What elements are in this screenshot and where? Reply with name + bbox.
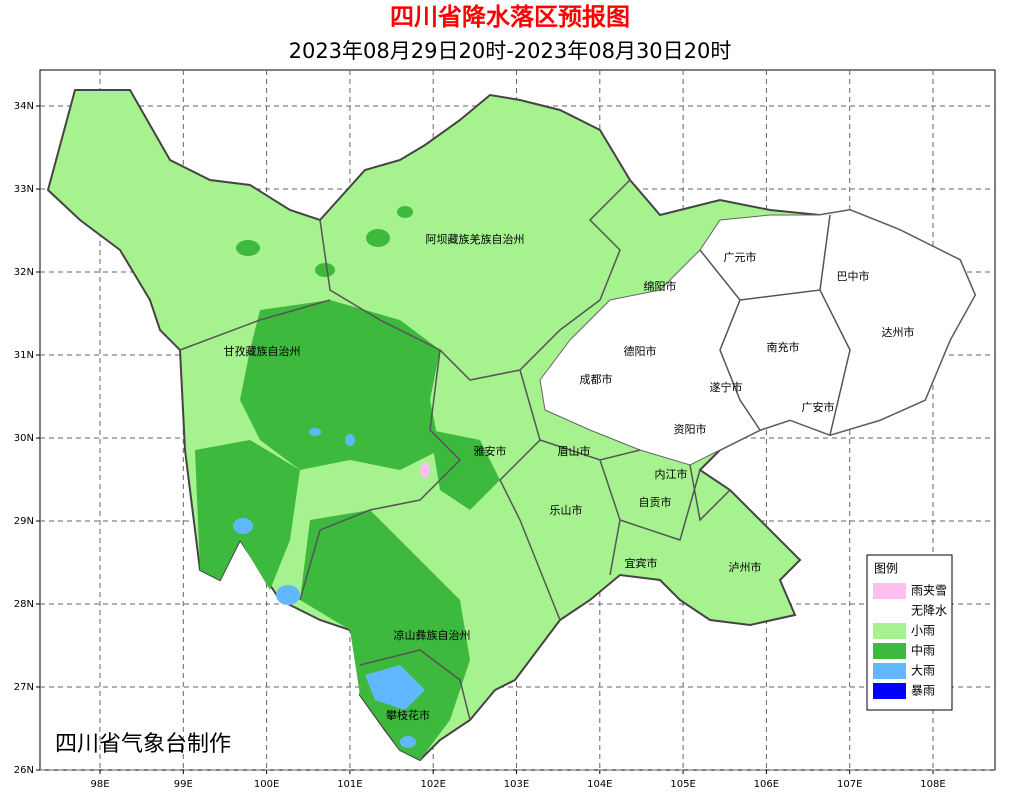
title: 四川省降水落区预报图 bbox=[390, 3, 630, 31]
region-label: 南充市 bbox=[767, 340, 800, 354]
heavy-rain bbox=[365, 665, 425, 710]
region-label: 达州市 bbox=[882, 325, 915, 339]
y-tick-label: 32N bbox=[14, 267, 34, 278]
region-labels: 阿坝藏族羌族自治州 广元市 巴中市 绵阳市 达州市 甘孜藏族自治州 德阳市 南充… bbox=[224, 232, 915, 722]
region-label: 成都市 bbox=[580, 372, 613, 386]
x-tick-label: 106E bbox=[754, 779, 779, 790]
region-label: 乐山市 bbox=[550, 503, 583, 517]
x-tick-label: 108E bbox=[920, 779, 945, 790]
heavy-rain-areas bbox=[233, 428, 425, 748]
moderate-rain-areas bbox=[195, 206, 500, 760]
legend-swatch bbox=[873, 663, 906, 679]
prefecture-borders bbox=[179, 179, 851, 721]
legend-label: 暴雨 bbox=[911, 684, 935, 698]
moderate-rain bbox=[236, 240, 260, 256]
heavy-rain bbox=[276, 585, 300, 605]
region-label: 绵阳市 bbox=[644, 279, 677, 293]
moderate-rain bbox=[300, 510, 470, 760]
subtitle: 2023年08月29日20时-2023年08月30日20时 bbox=[289, 39, 732, 63]
moderate-rain bbox=[315, 263, 335, 277]
region-label: 宜宾市 bbox=[625, 556, 658, 570]
region-label: 凉山彝族自治州 bbox=[394, 628, 471, 642]
legend-title: 图例 bbox=[874, 562, 898, 576]
legend-swatch bbox=[873, 583, 906, 599]
legend-label: 小雨 bbox=[911, 624, 935, 638]
moderate-rain bbox=[195, 440, 300, 590]
heavy-rain bbox=[233, 518, 253, 534]
y-tick-label: 33N bbox=[14, 184, 34, 195]
moderate-rain bbox=[397, 206, 413, 218]
region-label: 甘孜藏族自治州 bbox=[224, 344, 301, 358]
x-tick-label: 100E bbox=[254, 779, 279, 790]
sleet-area bbox=[420, 462, 430, 478]
region-label: 攀枝花市 bbox=[386, 708, 430, 722]
legend-swatch bbox=[873, 683, 906, 699]
region-label: 内江市 bbox=[655, 467, 688, 481]
y-tick-label: 27N bbox=[14, 682, 34, 693]
region-label: 广元市 bbox=[724, 250, 757, 264]
legend-swatch bbox=[873, 623, 906, 639]
moderate-rain bbox=[430, 430, 500, 510]
x-tick-label: 99E bbox=[174, 779, 193, 790]
y-tick-label: 30N bbox=[14, 433, 34, 444]
credit: 四川省气象台制作 bbox=[55, 732, 231, 757]
x-tick-label: 102E bbox=[420, 779, 445, 790]
region-label: 资阳市 bbox=[674, 422, 707, 436]
x-tick-label: 105E bbox=[670, 779, 695, 790]
x-tick-label: 98E bbox=[90, 779, 109, 790]
legend-label: 中雨 bbox=[911, 643, 935, 658]
y-tick-label: 29N bbox=[14, 516, 34, 527]
region-label: 遂宁市 bbox=[710, 380, 743, 394]
legend-label: 大雨 bbox=[911, 664, 935, 678]
moderate-rain bbox=[366, 229, 390, 247]
legend-label: 雨夹雪 bbox=[911, 584, 947, 598]
legend-swatch bbox=[873, 643, 906, 659]
heavy-rain bbox=[309, 428, 321, 436]
x-tick-label: 103E bbox=[504, 779, 529, 790]
x-tick-label: 104E bbox=[587, 779, 612, 790]
region-label: 阿坝藏族羌族自治州 bbox=[426, 232, 525, 246]
heavy-rain bbox=[345, 434, 355, 446]
y-tick-label: 31N bbox=[14, 350, 34, 361]
region-label: 泸州市 bbox=[729, 560, 762, 574]
x-tick-label: 107E bbox=[837, 779, 862, 790]
legend-swatch bbox=[873, 603, 906, 619]
y-tick-label: 28N bbox=[14, 599, 34, 610]
y-tick-label: 34N bbox=[14, 101, 34, 112]
region-label: 巴中市 bbox=[837, 269, 870, 283]
region-label: 眉山市 bbox=[558, 444, 591, 458]
heavy-rain bbox=[400, 736, 416, 748]
region-label: 广安市 bbox=[802, 400, 835, 414]
region-label: 自贡市 bbox=[639, 495, 672, 509]
moderate-rain bbox=[240, 300, 440, 470]
no-rain-area bbox=[539, 209, 976, 466]
region-label: 德阳市 bbox=[624, 344, 657, 358]
y-tick-label: 26N bbox=[14, 765, 34, 776]
x-tick-label: 101E bbox=[337, 779, 362, 790]
region-label: 雅安市 bbox=[474, 444, 507, 458]
legend-label: 无降水 bbox=[911, 604, 947, 618]
